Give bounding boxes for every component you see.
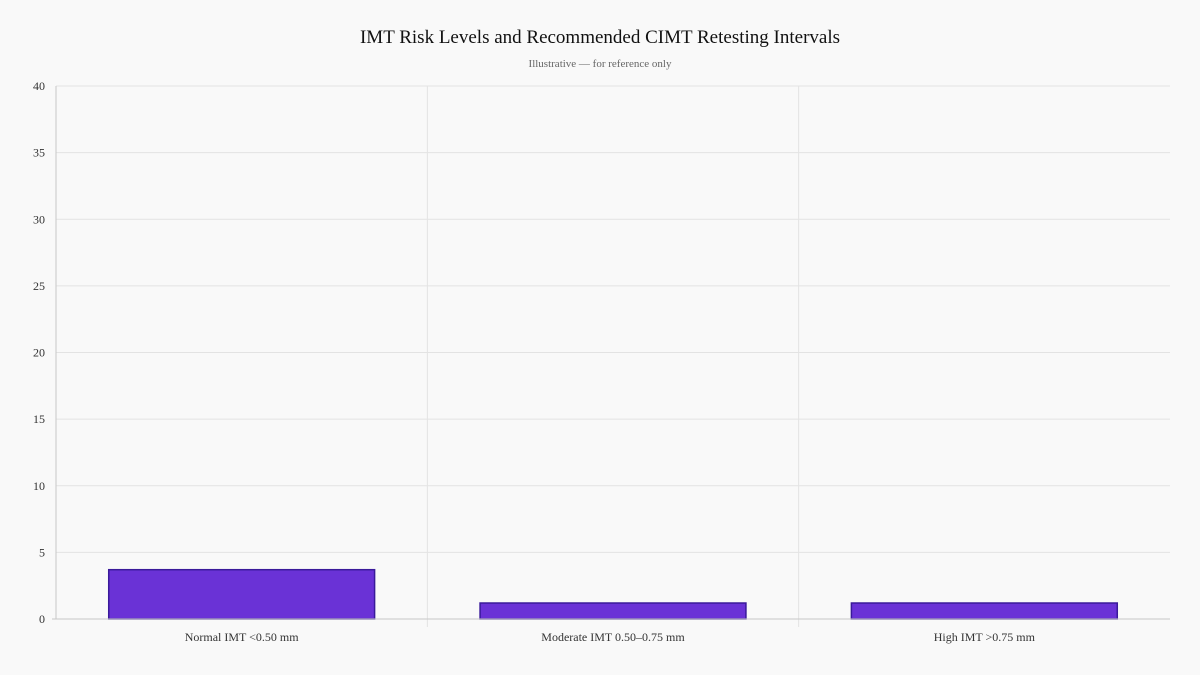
y-tick-label: 25: [33, 279, 45, 293]
y-tick-label: 20: [33, 346, 45, 360]
bar: [479, 602, 747, 620]
chart-subtitle: Illustrative — for reference only: [529, 58, 672, 70]
y-tick-label: 10: [33, 479, 45, 493]
bars: [107, 568, 1119, 620]
y-tick-label: 35: [33, 146, 45, 160]
axes: [52, 86, 1170, 620]
tick-labels: 0 5 10 15 20 25 30 35 40 Normal IMT <0.50 mm Moder…: [33, 79, 1036, 644]
bar: [107, 568, 376, 620]
y-tick-label: 0: [39, 612, 45, 626]
x-tick-label: High IMT >0.75 mm: [934, 630, 1036, 644]
y-tick-label: 5: [39, 545, 45, 559]
chart-title: IMT Risk Levels and Recommended CIMT Ret…: [360, 27, 840, 48]
x-tick-label: Normal IMT <0.50 mm: [185, 630, 300, 644]
grid-lines: [56, 85, 1170, 627]
bar: [850, 602, 1119, 620]
x-tick-label: Moderate IMT 0.50–0.75 mm: [541, 630, 685, 644]
y-tick-label: 15: [33, 412, 45, 426]
y-tick-label: 30: [33, 212, 45, 226]
y-tick-label: 40: [33, 79, 45, 93]
